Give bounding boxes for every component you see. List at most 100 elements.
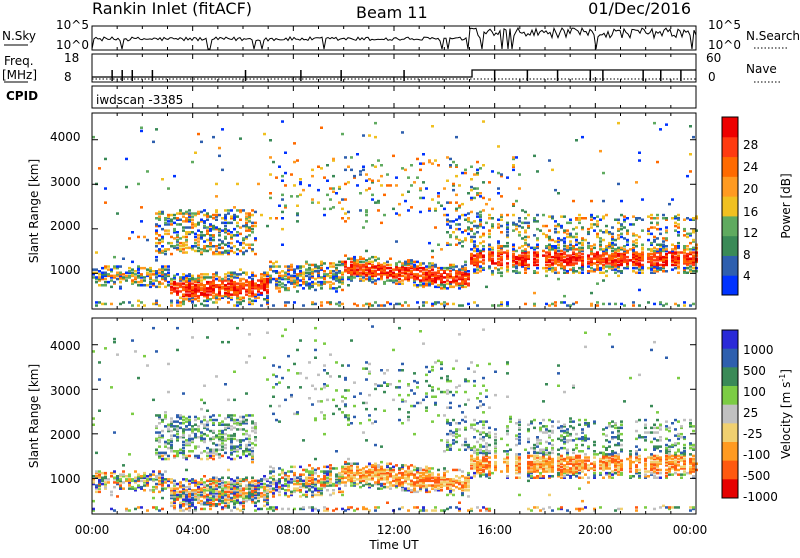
velocity-cell	[158, 470, 161, 473]
velocity-cell	[260, 483, 263, 486]
velocity-cell	[194, 419, 197, 422]
power-cell	[497, 192, 500, 195]
power-cell	[464, 219, 467, 222]
power-cell	[380, 184, 383, 187]
power-cell	[692, 267, 695, 270]
power-cell	[308, 267, 311, 270]
velocity-cell	[188, 442, 191, 445]
power-cell	[464, 169, 467, 172]
power-cell	[320, 261, 323, 264]
power-cell	[518, 262, 521, 265]
velocity-cell	[155, 506, 158, 509]
nave-label: Nave	[746, 62, 777, 76]
velocity-cell	[398, 386, 401, 389]
power-cell	[107, 273, 110, 276]
power-cell	[218, 214, 221, 217]
velocity-cell	[140, 486, 143, 489]
power-cell	[122, 273, 125, 276]
power-cell	[371, 281, 374, 284]
power-cell	[479, 167, 482, 170]
power-cell	[617, 234, 620, 237]
velocity-cell	[218, 478, 221, 481]
velocity-cell	[161, 419, 164, 422]
power-cell	[578, 247, 581, 250]
power-cell	[620, 223, 623, 226]
velocity-cell	[173, 487, 176, 490]
power-cell	[149, 281, 152, 284]
power-cell	[632, 270, 635, 273]
power-cell	[476, 248, 479, 251]
velocity-cell	[260, 508, 263, 511]
power-cell	[362, 134, 365, 137]
velocity-cell	[218, 453, 221, 456]
power-cell	[659, 267, 662, 270]
power-cell	[518, 225, 521, 228]
velocity-cell	[155, 449, 158, 452]
power-cell	[683, 254, 686, 257]
velocity-cell	[266, 484, 269, 487]
velocity-cell	[314, 478, 317, 481]
velocity-cell	[272, 470, 275, 473]
power-cell	[551, 239, 554, 242]
power-cell	[419, 187, 422, 190]
power-cell	[431, 262, 434, 265]
power-cell	[104, 265, 107, 268]
velocity-cell	[317, 400, 320, 403]
velocity-cell	[365, 481, 368, 484]
velocity-cell	[308, 361, 311, 364]
power-cell	[617, 183, 620, 186]
power-cell	[236, 253, 239, 256]
power-cell	[488, 233, 491, 236]
velocity-cell	[251, 430, 254, 433]
velocity-cell	[128, 509, 131, 512]
power-cell	[431, 256, 434, 259]
power-cell	[566, 222, 569, 225]
power-cell	[587, 242, 590, 245]
power-cell	[533, 251, 536, 254]
velocity-cell	[95, 452, 98, 455]
power-cell	[284, 265, 287, 268]
power-cell	[497, 226, 500, 229]
power-cell	[224, 276, 227, 279]
velocity-cell	[245, 455, 248, 458]
power-cell	[671, 264, 674, 267]
power-cell	[656, 244, 659, 247]
power-cell	[236, 234, 239, 237]
power-cell	[653, 226, 656, 229]
power-cell	[506, 234, 509, 237]
power-cell	[665, 303, 668, 306]
power-cell	[218, 279, 221, 282]
velocity-cell	[317, 374, 320, 377]
power-cell	[302, 189, 305, 192]
power-cell	[215, 209, 218, 212]
velocity-cell	[176, 349, 179, 352]
velocity-cell	[158, 477, 161, 480]
velocity-cell	[299, 489, 302, 492]
power-cell	[437, 192, 440, 195]
power-cell	[239, 273, 242, 276]
velocity-cell	[236, 428, 239, 431]
cpid-label: CPID	[6, 89, 38, 103]
power-cell	[692, 303, 695, 306]
power-cell	[449, 164, 452, 167]
power-cell	[425, 282, 428, 285]
velocity-cell	[353, 472, 356, 475]
power-cell	[674, 251, 677, 254]
power-cell	[155, 128, 158, 131]
velocity-cell	[146, 509, 149, 512]
velocity-cell	[368, 483, 371, 486]
power-cell	[638, 152, 641, 155]
velocity-cell	[341, 494, 344, 497]
power-cell	[674, 256, 677, 259]
velocity-cell	[224, 438, 227, 441]
velocity-cell	[263, 475, 266, 478]
power-cell	[665, 245, 668, 248]
velocity-cell	[239, 478, 242, 481]
velocity-cell	[224, 444, 227, 447]
velocity-cell	[365, 508, 368, 511]
velocity-cell	[122, 470, 125, 473]
power-cell	[623, 304, 626, 307]
power-cell	[182, 251, 185, 254]
power-cell	[128, 275, 131, 278]
power-cell	[527, 264, 530, 267]
